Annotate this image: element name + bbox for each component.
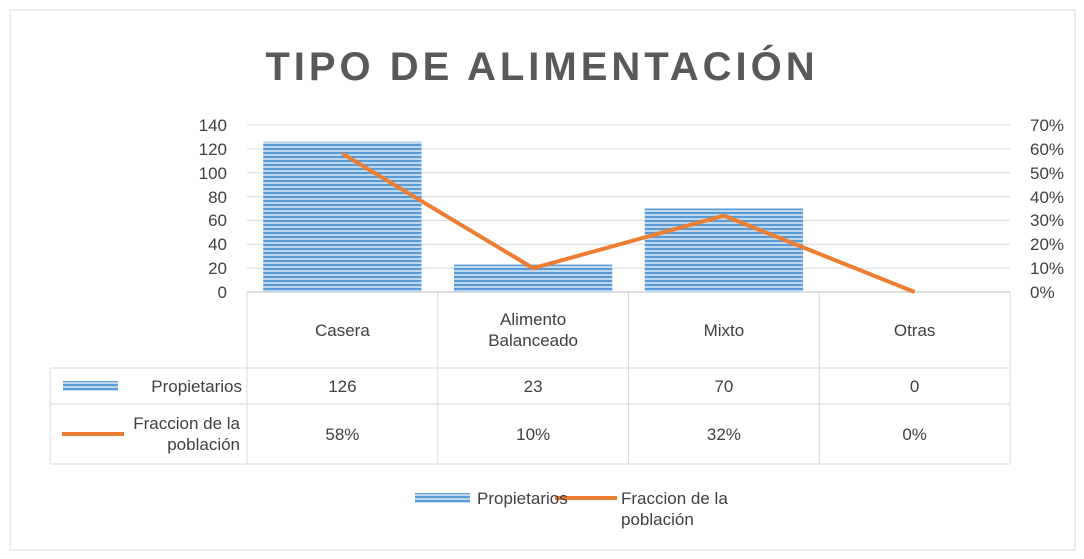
table-legend-key: [63, 381, 118, 391]
table-row-header: Fraccion de la población: [133, 414, 240, 454]
line-series: [341, 151, 916, 294]
chart-border: [9, 9, 1076, 551]
x-tick-label: Otras: [893, 320, 936, 340]
y2-tick-label: 70%: [1030, 116, 1065, 135]
table-cell: 23: [523, 377, 543, 396]
table-cell: 10%: [516, 425, 551, 444]
table-cell: 0: [909, 377, 920, 396]
table-cell: 58%: [325, 425, 360, 444]
y-tick-label: 20: [208, 259, 227, 279]
x-tick-label: Alimento Balanceado: [488, 310, 579, 350]
table-row-header: Propietarios: [151, 376, 242, 396]
x-tick-label: Casera: [314, 320, 370, 340]
y2-tick-label: 10%: [1030, 259, 1065, 279]
y2-tick-label: 40%: [1030, 187, 1065, 207]
y2-tick-label: 50%: [1030, 163, 1065, 183]
y-tick-label: 40: [208, 235, 227, 255]
table-cell: 32%: [706, 425, 741, 444]
y-tick-label: 140: [198, 116, 227, 135]
y2-tick-label: 60%: [1030, 139, 1065, 159]
table-cell: 126: [328, 377, 357, 396]
table-cell: 0%: [902, 425, 927, 444]
y-tick-label: 0: [217, 283, 227, 302]
chart-title: TIPO DE ALIMENTACIÓN: [265, 45, 819, 89]
legend-label: Propietarios: [477, 489, 568, 508]
bar: [644, 208, 804, 292]
y-tick-label: 120: [198, 139, 227, 159]
y-tick-label: 80: [208, 187, 227, 207]
y2-tick-label: 0%: [1030, 283, 1055, 302]
legend-key: [415, 493, 470, 503]
bar: [263, 141, 422, 292]
y-tick-label: 60: [208, 211, 227, 231]
x-tick-label: Mixto: [703, 320, 745, 340]
legend-label: Fraccion de la población: [621, 489, 728, 529]
y-tick-label: 100: [198, 163, 227, 183]
table-cell: 70: [714, 377, 734, 396]
y2-tick-label: 20%: [1030, 235, 1065, 255]
y2-tick-label: 30%: [1030, 211, 1065, 231]
